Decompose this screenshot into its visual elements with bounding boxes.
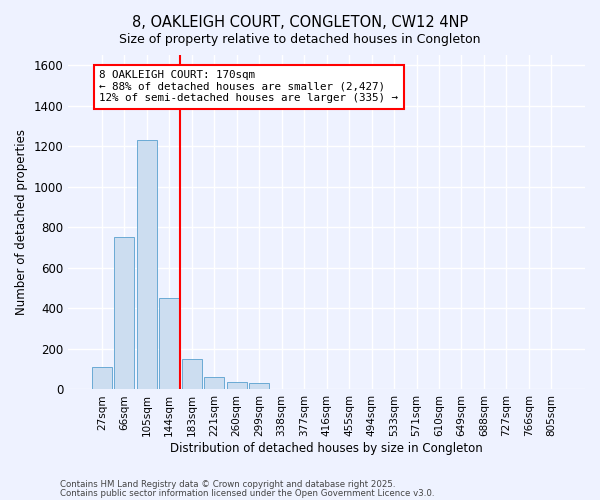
Text: Size of property relative to detached houses in Congleton: Size of property relative to detached ho… [119,32,481,46]
Bar [114,238,134,390]
Bar [92,367,112,390]
Text: Contains HM Land Registry data © Crown copyright and database right 2025.: Contains HM Land Registry data © Crown c… [60,480,395,489]
Bar [249,384,269,390]
Text: Contains public sector information licensed under the Open Government Licence v3: Contains public sector information licen… [60,488,434,498]
Text: 8 OAKLEIGH COURT: 170sqm
← 88% of detached houses are smaller (2,427)
12% of sem: 8 OAKLEIGH COURT: 170sqm ← 88% of detach… [99,70,398,103]
Bar [204,378,224,390]
Y-axis label: Number of detached properties: Number of detached properties [15,129,28,315]
Text: 8, OAKLEIGH COURT, CONGLETON, CW12 4NP: 8, OAKLEIGH COURT, CONGLETON, CW12 4NP [132,15,468,30]
Bar [182,359,202,390]
Bar [159,298,179,390]
X-axis label: Distribution of detached houses by size in Congleton: Distribution of detached houses by size … [170,442,483,455]
Bar [137,140,157,390]
Bar [227,382,247,390]
